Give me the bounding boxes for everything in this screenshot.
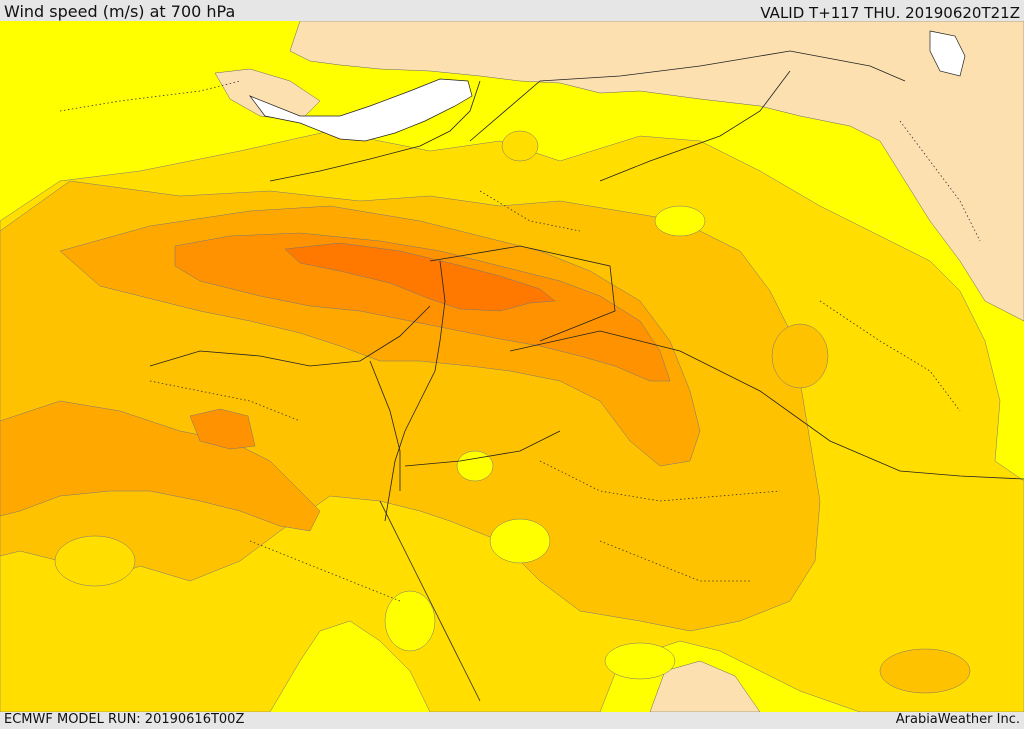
map-title: Wind speed (m/s) at 700 hPa — [4, 2, 236, 21]
dotted-boundaries — [59, 80, 981, 602]
orange-region-main — [174, 232, 671, 382]
credit: ArabiaWeather Inc. — [895, 712, 1020, 727]
border-syria — [469, 50, 906, 142]
tan-region-north — [289, 21, 1024, 322]
orange-light-region-egypt — [0, 400, 321, 532]
patch-se-amber — [879, 648, 971, 694]
dotted-boundary-8 — [249, 540, 401, 602]
model-run: ECMWF MODEL RUN: 20190616T00Z — [4, 712, 245, 727]
orange-regions — [174, 232, 671, 450]
borders — [149, 50, 1024, 702]
dotted-boundary-5 — [479, 190, 581, 232]
border-iraq-saudi — [509, 330, 1024, 480]
border-jordan-east — [369, 360, 401, 491]
header-bar: Wind speed (m/s) at 700 hPa VALID T+117 … — [0, 0, 1024, 22]
border-saudi-south — [404, 430, 561, 467]
water-bodies — [248, 30, 966, 142]
patch-gold-2 — [54, 535, 136, 587]
small-patches — [54, 130, 971, 694]
coastline-north — [269, 80, 481, 182]
black-sea-part — [248, 78, 473, 142]
dotted-boundary-2 — [149, 380, 301, 422]
orange-region-sinai — [189, 408, 256, 450]
patch-yellow-3 — [384, 590, 436, 652]
border-red-sea — [379, 500, 481, 702]
dotted-boundary-7 — [899, 120, 981, 242]
valid-time: VALID T+117 THU. 20190620T21Z — [760, 4, 1020, 22]
patch-yellow-4 — [456, 450, 494, 482]
footer-bar: ECMWF MODEL RUN: 20190616T00Z ArabiaWeat… — [0, 712, 1024, 729]
dotted-boundary-4 — [599, 540, 750, 582]
coastline-egypt — [149, 305, 431, 367]
dotted-boundary-6 — [819, 300, 961, 412]
orange-dark-region-core — [284, 242, 556, 312]
coastline-levant — [384, 260, 446, 522]
orange-dark-regions — [284, 242, 556, 312]
border-jordan — [429, 245, 616, 342]
dotted-boundary-3 — [539, 460, 781, 502]
patch-yellow-2 — [604, 642, 676, 680]
patch-gold-1 — [501, 130, 539, 162]
patch-yellow-1 — [654, 205, 706, 237]
wind-speed-map — [0, 21, 1024, 712]
patch-east-amber — [771, 323, 829, 389]
tan-region-west — [214, 68, 321, 122]
dotted-boundary-1 — [59, 80, 241, 112]
border-turkey — [599, 70, 791, 182]
patch-yellow-5 — [489, 518, 551, 564]
lake — [929, 30, 966, 77]
tan-region-south — [649, 660, 761, 712]
